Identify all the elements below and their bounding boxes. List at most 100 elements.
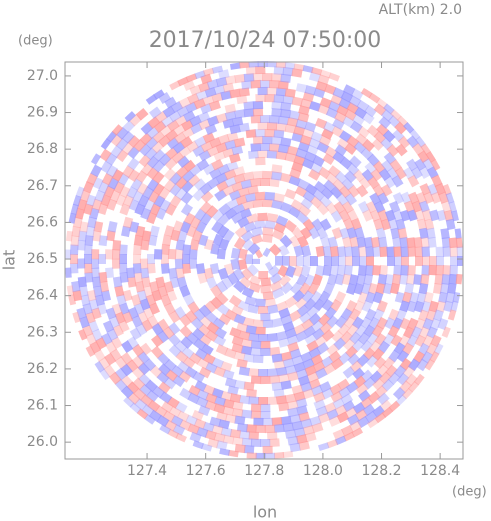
echo-cell [230,211,244,224]
echo-cell [392,387,406,400]
echo-cell [116,149,129,163]
echo-cell [366,417,380,430]
echo-cell [330,391,343,403]
echo-cell [409,291,420,304]
echo-cell [168,310,181,324]
echo-cell [449,265,458,276]
echo-cell [440,282,450,294]
echo-cell [284,327,297,339]
echo-cell [178,96,192,109]
echo-cell [314,335,328,348]
echo-cell [361,112,375,125]
echo-cell [334,404,348,417]
echo-cell [273,423,285,433]
echo-cell [384,274,395,286]
echo-cell [211,220,224,234]
echo-cell [204,300,217,314]
echo-cell [238,122,250,133]
y-tick-label: 26.3 [27,324,58,340]
echo-cell [100,332,113,346]
echo-cell [271,287,285,299]
echo-cell [205,329,219,342]
echo-cell [118,302,130,315]
echo-cell [297,235,309,248]
echo-cell [358,246,368,257]
echo-cell [222,369,235,380]
echo-cell [239,395,251,405]
echo-cell [139,258,149,269]
echo-cell [194,136,207,148]
echo-cell [321,329,335,342]
echo-cell [337,323,351,337]
echo-cell [322,265,332,277]
echo-cell [78,285,89,297]
echo-cell [262,445,273,455]
echo-cell [98,271,108,283]
echo-cell [318,134,332,147]
echo-cell [197,271,208,284]
echo-cell [166,428,180,441]
echo-cell [90,249,100,260]
echo-cell [199,182,213,195]
echo-cell [72,289,83,302]
echo-cell [222,398,235,409]
echo-cell [293,323,306,336]
echo-cell [362,376,376,390]
echo-cell [233,237,247,251]
echo-cell [183,159,196,173]
echo-cell [373,130,387,144]
echo-cell [302,218,316,232]
echo-cell [84,244,93,255]
echo-cell [217,267,229,280]
echo-cell [351,246,361,257]
echo-cell [350,218,362,231]
echo-cell [167,248,177,260]
echo-cell [234,443,246,454]
echo-cell [353,300,366,313]
echo-cell [239,430,250,440]
echo-cell [301,318,314,331]
echo-cell [354,408,368,422]
echo-cell [336,411,350,424]
echo-cell [168,267,178,279]
echo-cell [134,203,146,216]
echo-cell [289,414,302,424]
echo-cell [83,263,93,274]
echo-cell [275,256,283,266]
echo-cell [279,234,293,248]
echo-cell [254,191,266,201]
echo-cell [413,373,427,387]
echo-cell [252,170,264,180]
echo-cell [236,94,248,105]
echo-cell [89,341,102,354]
echo-cell [262,319,274,329]
echo-cell [406,273,416,285]
echo-cell [241,409,253,419]
y-tick-label: 26.4 [27,288,58,304]
echo-cell [260,403,271,413]
echo-cell [291,226,304,240]
echo-cell [84,272,94,283]
echo-cell [232,400,244,411]
echo-cell [356,274,366,286]
echo-cell [174,114,188,127]
echo-cell [294,185,308,198]
echo-cell [126,336,139,350]
echo-cell [289,442,301,453]
echo-cell [232,202,246,215]
echo-cell [421,265,430,276]
echo-cell [403,326,415,339]
echo-cell [260,284,272,294]
echo-cell [326,408,339,421]
echo-cell [112,276,123,288]
echo-cell [269,272,283,285]
echo-cell [140,267,150,279]
echo-cell [371,138,385,151]
echo-cell [262,417,273,427]
echo-cell [118,320,130,333]
echo-cell [211,209,225,223]
echo-cell [291,68,303,78]
echo-cell [345,300,358,313]
echo-cell [447,282,457,294]
echo-cell [196,396,209,408]
